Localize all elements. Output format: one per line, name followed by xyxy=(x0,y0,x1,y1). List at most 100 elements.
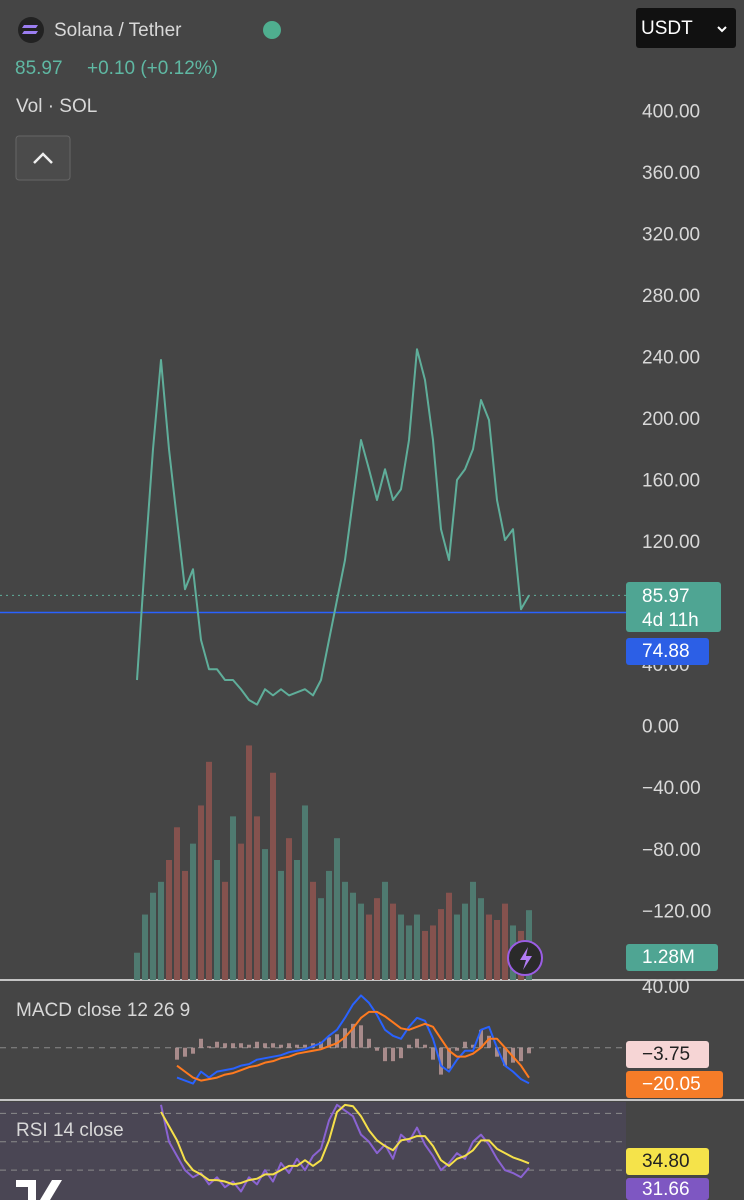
y-tick-label: 40.00 xyxy=(642,977,690,998)
volume-title: Vol · SOL xyxy=(16,96,97,117)
volume-bar xyxy=(374,898,380,980)
volume-bar xyxy=(166,860,172,980)
histogram-bar xyxy=(391,1047,395,1062)
y-tick-label: 160.00 xyxy=(642,471,700,492)
histogram-bar xyxy=(335,1034,339,1048)
volume-bar xyxy=(230,816,236,980)
y-tick-label: −120.00 xyxy=(642,901,711,922)
volume-bar xyxy=(310,881,316,980)
histogram-bar xyxy=(263,1043,267,1048)
y-tick-label: 400.00 xyxy=(642,101,700,122)
histogram-bar xyxy=(247,1044,251,1048)
histogram-bar xyxy=(383,1047,387,1062)
histogram-bar xyxy=(375,1047,379,1051)
histogram-bar xyxy=(471,1044,475,1048)
price-label: 85.97 xyxy=(642,586,690,607)
volume-bar xyxy=(150,892,156,980)
signal-label-box xyxy=(626,1071,723,1098)
y-tick-label: 200.00 xyxy=(642,409,700,430)
volume-bar xyxy=(262,849,268,980)
histogram-bar xyxy=(199,1038,203,1048)
coin-logo xyxy=(18,17,44,43)
rsi-background xyxy=(0,1102,626,1200)
volume-bar xyxy=(358,903,364,980)
volume-bar xyxy=(382,881,388,980)
dropdown-icon xyxy=(717,26,727,33)
histogram-bar xyxy=(407,1044,411,1048)
histogram-bar xyxy=(271,1043,275,1048)
histogram-bar xyxy=(231,1043,235,1048)
collapse-icon xyxy=(33,152,53,164)
tv-logo xyxy=(16,1180,62,1200)
volume-bar xyxy=(214,860,220,980)
currency-label: USDT xyxy=(641,18,693,39)
volume-bar xyxy=(406,925,412,980)
price-change: +0.10 (+0.12%) xyxy=(87,58,218,79)
histogram-bar xyxy=(519,1047,523,1062)
volume-bar xyxy=(302,805,308,980)
volume-bar xyxy=(414,914,420,980)
volume-label: 1.28M xyxy=(642,947,695,968)
histogram-bar xyxy=(463,1041,467,1048)
volume-bar xyxy=(198,805,204,980)
histogram-bar xyxy=(239,1043,243,1048)
histogram-bar xyxy=(287,1043,291,1048)
volume-bar xyxy=(470,881,476,980)
last-price: 85.97 xyxy=(15,58,63,79)
volume-bar xyxy=(206,761,212,980)
price-label-box xyxy=(626,582,721,632)
histogram-label-box xyxy=(626,1041,709,1068)
histogram-bar xyxy=(191,1047,195,1054)
histogram-bar xyxy=(399,1047,403,1059)
volume-bar xyxy=(398,914,404,980)
macd-title: MACD close 12 26 9 xyxy=(16,1000,190,1021)
collapse-button[interactable] xyxy=(15,135,71,181)
volume-bar xyxy=(190,843,196,980)
series-line xyxy=(176,994,530,1085)
histogram-bar xyxy=(367,1038,371,1048)
series-line xyxy=(136,348,530,706)
volume-bar xyxy=(366,914,372,980)
volume-bar xyxy=(222,881,228,980)
volume-bar xyxy=(502,903,508,980)
histogram-bar xyxy=(183,1047,187,1057)
histogram-bar xyxy=(487,1035,491,1048)
histogram-bar xyxy=(327,1037,331,1048)
volume-bar xyxy=(318,898,324,980)
flash-icon xyxy=(520,947,532,970)
signal-label: −20.05 xyxy=(642,1074,701,1095)
histogram-bar xyxy=(431,1047,435,1060)
plots: 400.00 360.00 320.00 280.00 240.00 200.00 160.… xyxy=(0,101,711,1193)
volume-bar xyxy=(478,898,484,980)
histogram-bar xyxy=(503,1047,507,1066)
rsi-title: RSI 14 close xyxy=(16,1120,124,1141)
rsi-label: 31.66 xyxy=(642,1179,690,1200)
histogram-bar xyxy=(495,1047,499,1057)
histogram-bar xyxy=(255,1041,259,1048)
histogram-bar xyxy=(351,1023,355,1048)
volume-bar xyxy=(134,952,140,980)
volume-label-box xyxy=(626,944,718,971)
y-tick-label: 120.00 xyxy=(642,532,700,553)
histogram-bar xyxy=(447,1047,451,1069)
histogram-label: −3.75 xyxy=(642,1044,690,1065)
series-line xyxy=(160,1103,530,1186)
currency-select[interactable] xyxy=(636,8,736,48)
volume-bar xyxy=(446,892,452,980)
histogram-bar xyxy=(295,1044,299,1048)
volume-bar xyxy=(326,870,332,980)
volume-bar xyxy=(246,745,252,980)
volume-bar xyxy=(438,909,444,980)
histogram-bar xyxy=(527,1047,531,1054)
volume-bar xyxy=(390,903,396,980)
volume-bar xyxy=(174,827,180,980)
volume-bar xyxy=(286,838,292,980)
histogram-bar xyxy=(279,1044,283,1048)
histogram-bar xyxy=(175,1047,179,1060)
histogram-bar xyxy=(359,1025,363,1048)
histogram-bar xyxy=(215,1041,219,1048)
volume-bar xyxy=(294,860,300,980)
y-tick-label: 240.00 xyxy=(642,347,700,368)
